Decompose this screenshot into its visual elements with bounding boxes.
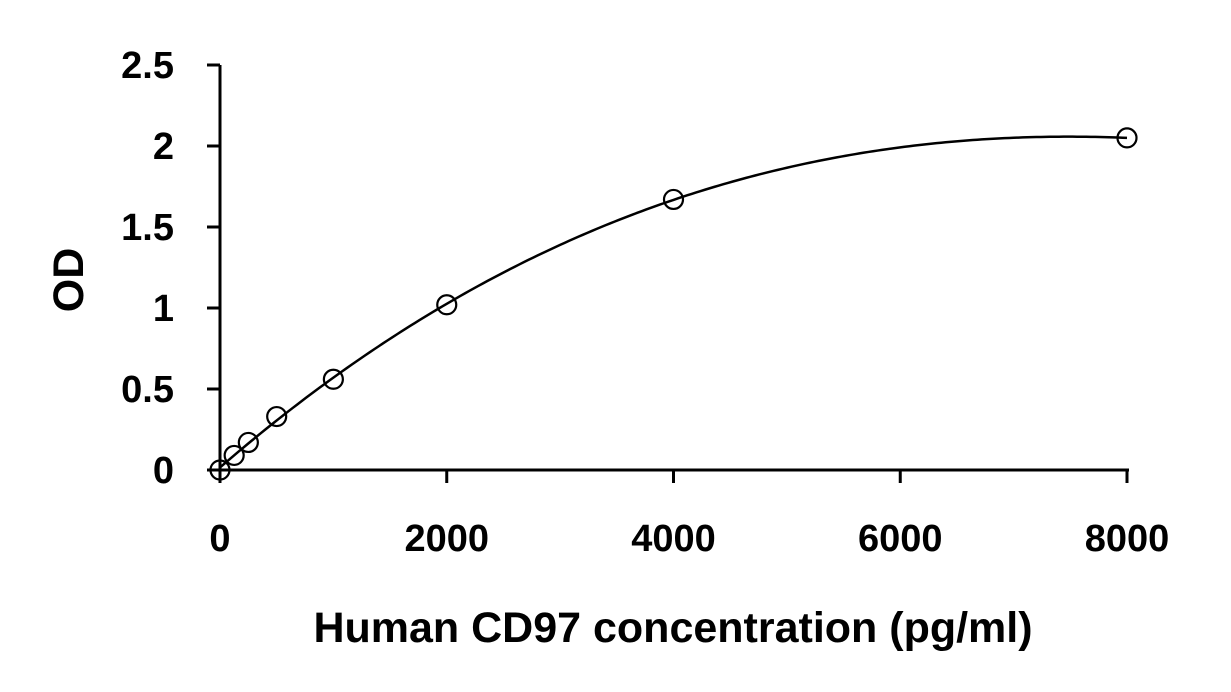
y-tick-label: 1 <box>153 288 174 330</box>
data-point <box>436 294 458 316</box>
y-tick-label: 0 <box>153 450 174 492</box>
data-points <box>209 127 1138 481</box>
data-point <box>266 405 288 428</box>
data-point <box>209 459 231 481</box>
data-point <box>322 368 344 390</box>
x-tick-label: 6000 <box>858 518 943 560</box>
y-tick-label: 2.5 <box>121 45 174 87</box>
fit-curve-line <box>219 135 1128 469</box>
x-tick-label: 0 <box>209 518 230 560</box>
y-axis-title: OD <box>45 248 93 313</box>
x-tick-label: 2000 <box>404 518 489 560</box>
x-axis-ticks: 0 2000 4000 6000 8000 <box>209 470 1169 560</box>
x-axis-title: Human CD97 concentration (pg/ml) <box>313 604 1032 652</box>
y-axis-ticks: 0 0.5 1 1.5 2 2.5 <box>121 45 220 492</box>
data-point <box>237 431 259 454</box>
x-tick-label: 8000 <box>1085 518 1170 560</box>
data-point <box>223 444 245 467</box>
x-tick-label: 4000 <box>631 518 716 560</box>
y-tick-label: 2 <box>153 126 174 168</box>
y-tick-label: 1.5 <box>121 207 174 249</box>
y-tick-label: 0.5 <box>121 369 174 411</box>
data-point <box>662 188 685 211</box>
data-point <box>1116 127 1138 149</box>
